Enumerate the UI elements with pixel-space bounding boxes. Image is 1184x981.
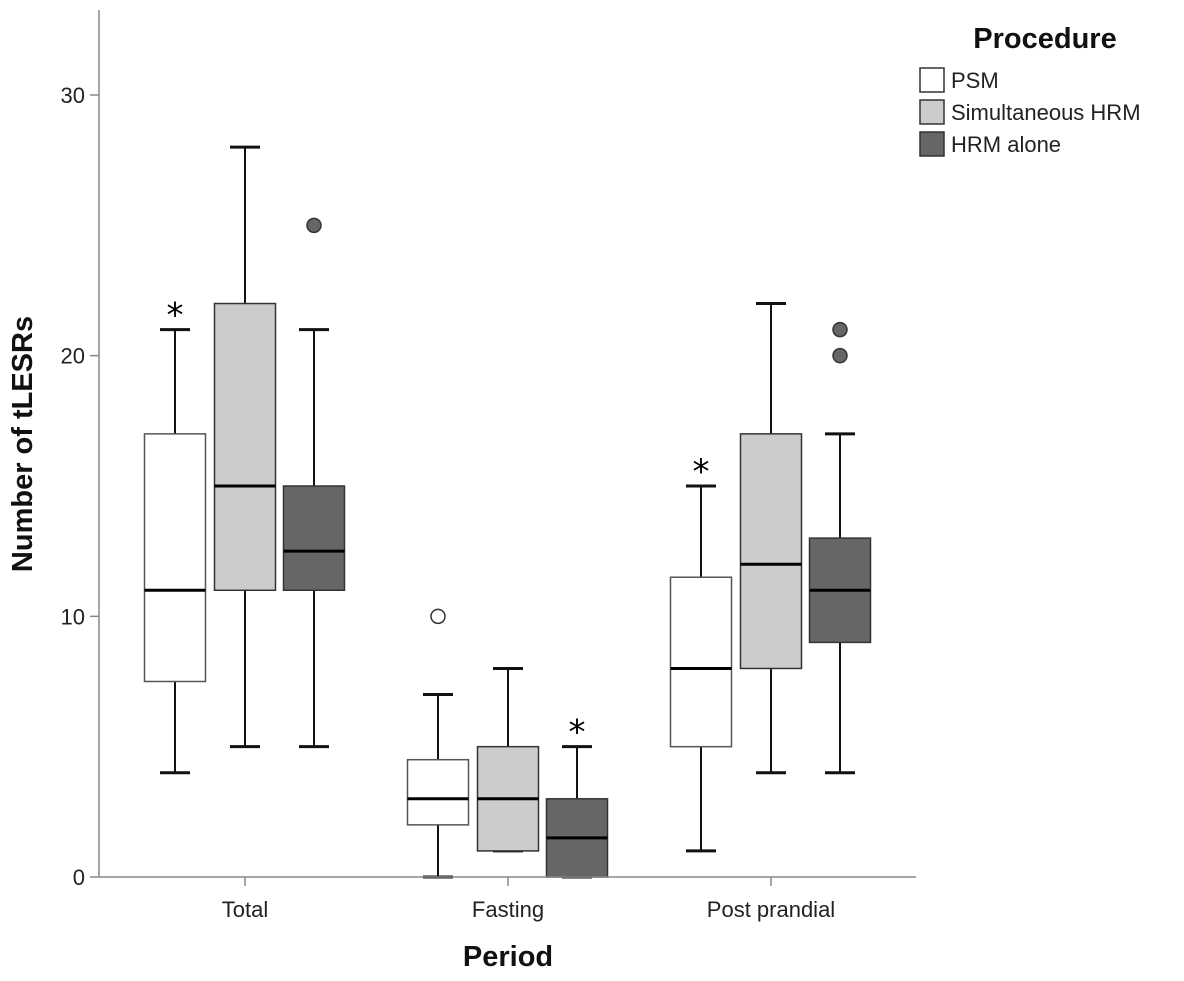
x-axis-title: Period [463, 941, 553, 973]
y-tick-label: 30 [61, 83, 85, 108]
outlier-point [306, 217, 322, 234]
x-tick-label-fasting: Fasting [472, 897, 544, 922]
box-hrm-alone-total [282, 217, 346, 749]
y-tick-label: 10 [61, 604, 85, 629]
y-tick-label: 0 [73, 865, 85, 890]
legend-item-psm: PSM [919, 67, 999, 93]
outlier-point [832, 321, 848, 338]
legend-label: HRM alone [951, 132, 1061, 157]
box-psm-total: * [143, 296, 207, 775]
box-hrm-alone-fasting: * [545, 713, 609, 879]
iqr-box [282, 485, 346, 592]
box-psm-fasting [406, 608, 470, 879]
iqr-box [406, 758, 470, 826]
significance-asterisk: * [167, 296, 184, 336]
outlier-point [430, 608, 446, 625]
legend-item-simultaneous-hrm: Simultaneous HRM [919, 99, 1141, 125]
box-psm-post-prandial: * [669, 452, 733, 853]
box-simultaneous-hrm-post-prandial [739, 302, 803, 775]
outlier-point [832, 347, 848, 364]
iqr-box [739, 433, 803, 670]
legend-swatch [919, 67, 945, 93]
y-axis-title: Number of tLESRs [7, 316, 39, 572]
iqr-box [669, 576, 733, 748]
axes: 0 10 20 30 Total Fasting Post prandial [61, 10, 916, 922]
plot-area: * * * [143, 145, 872, 879]
legend-title: Procedure [973, 23, 1116, 55]
x-tick-label-total: Total [222, 897, 268, 922]
box-simultaneous-hrm-total [213, 145, 277, 749]
box-simultaneous-hrm-fasting [476, 666, 540, 853]
y-tick-label: 20 [61, 344, 85, 369]
iqr-box [143, 433, 207, 683]
legend-swatch [919, 131, 945, 157]
legend-label: PSM [951, 68, 999, 93]
significance-asterisk: * [693, 452, 710, 492]
significance-asterisk: * [569, 713, 586, 753]
x-tick-label-post-prandial: Post prandial [707, 897, 835, 922]
legend: Procedure PSM Simultaneous HRM HRM alone [919, 23, 1141, 157]
box-hrm-alone-post-prandial [808, 321, 872, 775]
iqr-box [213, 302, 277, 592]
legend-item-hrm-alone: HRM alone [919, 131, 1061, 157]
legend-label: Simultaneous HRM [951, 100, 1141, 125]
legend-swatch [919, 99, 945, 125]
